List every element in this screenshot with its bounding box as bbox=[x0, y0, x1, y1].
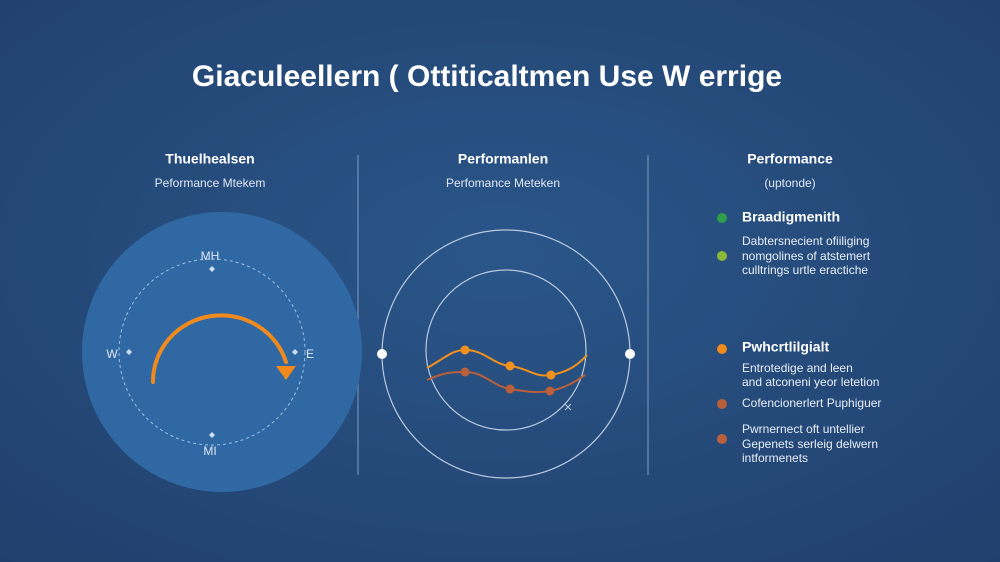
gauge-arc bbox=[150, 313, 288, 384]
ring-node bbox=[625, 349, 635, 359]
panel-subheading: Peformance Mtekem bbox=[155, 176, 266, 190]
panel-subheading: (uptonde) bbox=[764, 176, 815, 190]
legend-text: Dabtersnecient ofiiliging bbox=[742, 234, 869, 248]
legend-dot bbox=[717, 251, 727, 261]
title: Giaculeellern ( Ottiticaltmen Use W erri… bbox=[192, 60, 782, 93]
compass-label: MH bbox=[201, 249, 220, 263]
legend-title: Braadigmenith bbox=[742, 209, 840, 225]
legend-text: Pwrnernect oft untellier bbox=[742, 422, 865, 436]
panel-heading: Thuelhealsen bbox=[165, 151, 254, 167]
panel-heading: Performanlen bbox=[458, 151, 548, 167]
gauge-disc bbox=[82, 212, 362, 492]
legend-text: Entrotedige and leen bbox=[742, 361, 853, 375]
panel-heading: Performance bbox=[747, 151, 833, 167]
compass-label: W bbox=[106, 347, 118, 361]
legend-text: nomgolines of atstemert bbox=[742, 249, 871, 263]
legend-text: and atconeni yeor letetion bbox=[742, 375, 879, 389]
trend-points bbox=[460, 367, 555, 396]
inner-ring bbox=[425, 269, 587, 431]
legend-dot bbox=[717, 213, 727, 223]
legend-title: Pwhcrtlilgialt bbox=[742, 339, 829, 355]
legend-text: Gepenets serleig delwern bbox=[742, 437, 878, 451]
legend-text: Cofencionerlert Puphiguer bbox=[742, 396, 881, 410]
compass-label: E bbox=[306, 347, 314, 361]
legend-dot bbox=[717, 434, 727, 444]
gauge-arrow bbox=[276, 366, 296, 380]
trend-points bbox=[460, 345, 556, 380]
legend-dot bbox=[717, 344, 727, 354]
ring-node bbox=[377, 349, 387, 359]
legend-dot bbox=[717, 399, 727, 409]
legend-text: culltrings urtle eractiche bbox=[742, 263, 868, 277]
legend-text: intformenets bbox=[742, 451, 808, 465]
cross-mark bbox=[564, 403, 572, 411]
compass-label: MI bbox=[203, 444, 216, 458]
dashed-ring bbox=[118, 258, 306, 446]
panel-subheading: Perfomance Meteken bbox=[446, 176, 560, 190]
